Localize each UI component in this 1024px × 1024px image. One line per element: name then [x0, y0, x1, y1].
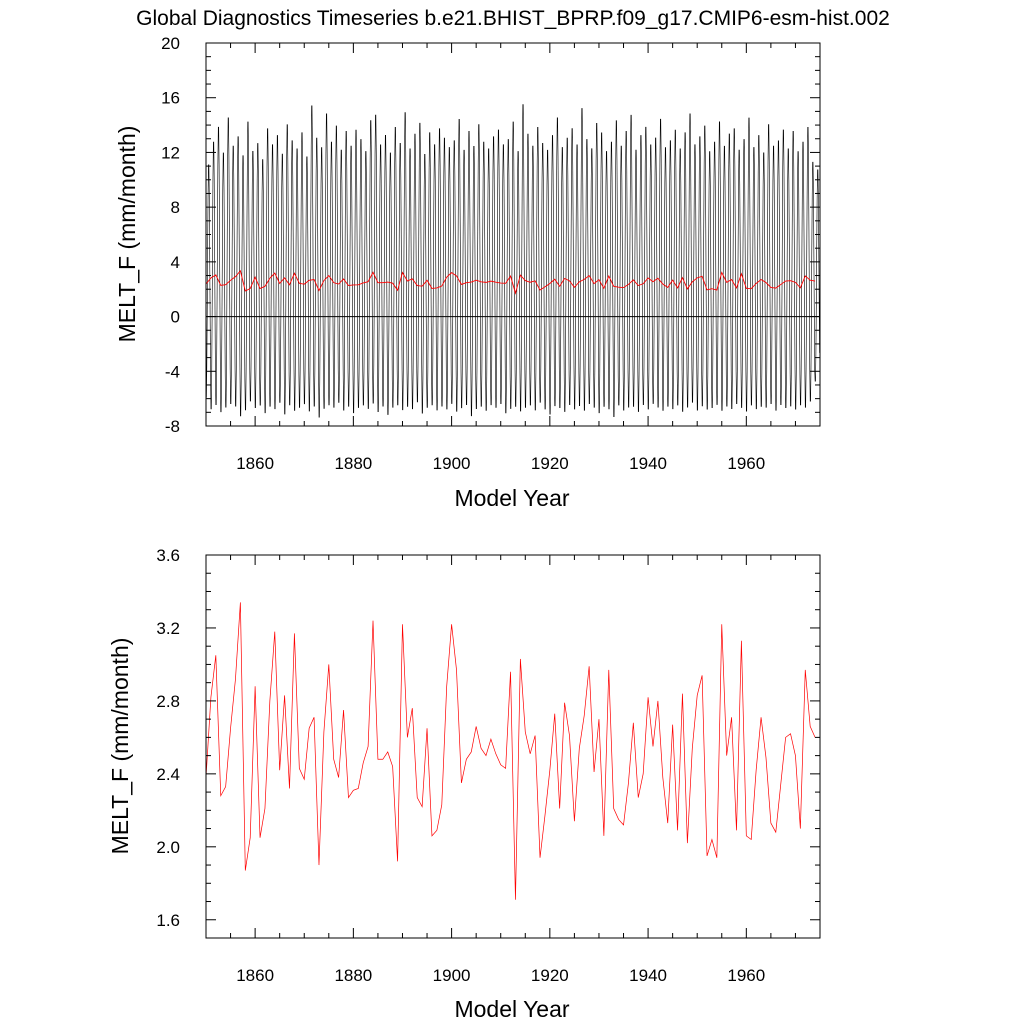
- y-tick-label: -8: [165, 417, 180, 436]
- annual-mean-series-line: [205, 602, 816, 900]
- monthly-series-line: [206, 104, 820, 418]
- x-tick-label: 1860: [236, 454, 274, 473]
- y-tick-label: 2.8: [156, 692, 180, 711]
- plot-frame: [205, 554, 821, 939]
- x-tick-label: 1940: [629, 966, 667, 985]
- bottom-x-axis-label: Model Year: [454, 996, 569, 1022]
- x-tick-label: 1960: [727, 454, 765, 473]
- y-tick-label: 16: [161, 89, 180, 108]
- x-tick-label: 1900: [433, 454, 471, 473]
- top-panel: Model Year MELT_F (mm/month) 1860 1880 190…: [114, 34, 821, 511]
- y-tick-label: 20: [161, 34, 180, 53]
- x-tick-label: 1880: [334, 454, 372, 473]
- annual-mean-series-line: [205, 269, 816, 295]
- y-tick-label: 12: [161, 143, 180, 162]
- y-tick-label: 1.6: [156, 911, 180, 930]
- y-tick-label: 8: [171, 198, 180, 217]
- bottom-panel: Model Year MELT_F (mm/month) 1860 1880 190…: [107, 546, 821, 1022]
- plot-marks: [205, 602, 816, 900]
- x-tick-label: 1880: [334, 966, 372, 985]
- x-tick-label: 1920: [531, 966, 569, 985]
- y-tick-label: 3.2: [156, 619, 180, 638]
- x-tick-label: 1860: [236, 966, 274, 985]
- plot-marks: [205, 104, 820, 418]
- bottom-y-axis-label: MELT_F (mm/month): [107, 638, 133, 855]
- top-x-axis-label: Model Year: [454, 485, 569, 511]
- figure-title: Global Diagnostics Timeseries b.e21.BHIS…: [136, 7, 890, 30]
- x-tick-label: 1960: [727, 966, 765, 985]
- x-tick-label: 1940: [629, 454, 667, 473]
- y-tick-label: -4: [165, 362, 180, 381]
- x-tick-label: 1900: [433, 966, 471, 985]
- y-tick-label: 0: [171, 308, 180, 327]
- y-tick-label: 4: [171, 253, 180, 272]
- y-tick-label: 3.6: [156, 546, 180, 565]
- y-tick-label: 2.4: [156, 765, 180, 784]
- x-tick-label: 1920: [531, 454, 569, 473]
- y-tick-label: 2.0: [156, 838, 180, 857]
- top-y-axis-label: MELT_F (mm/month): [114, 126, 140, 343]
